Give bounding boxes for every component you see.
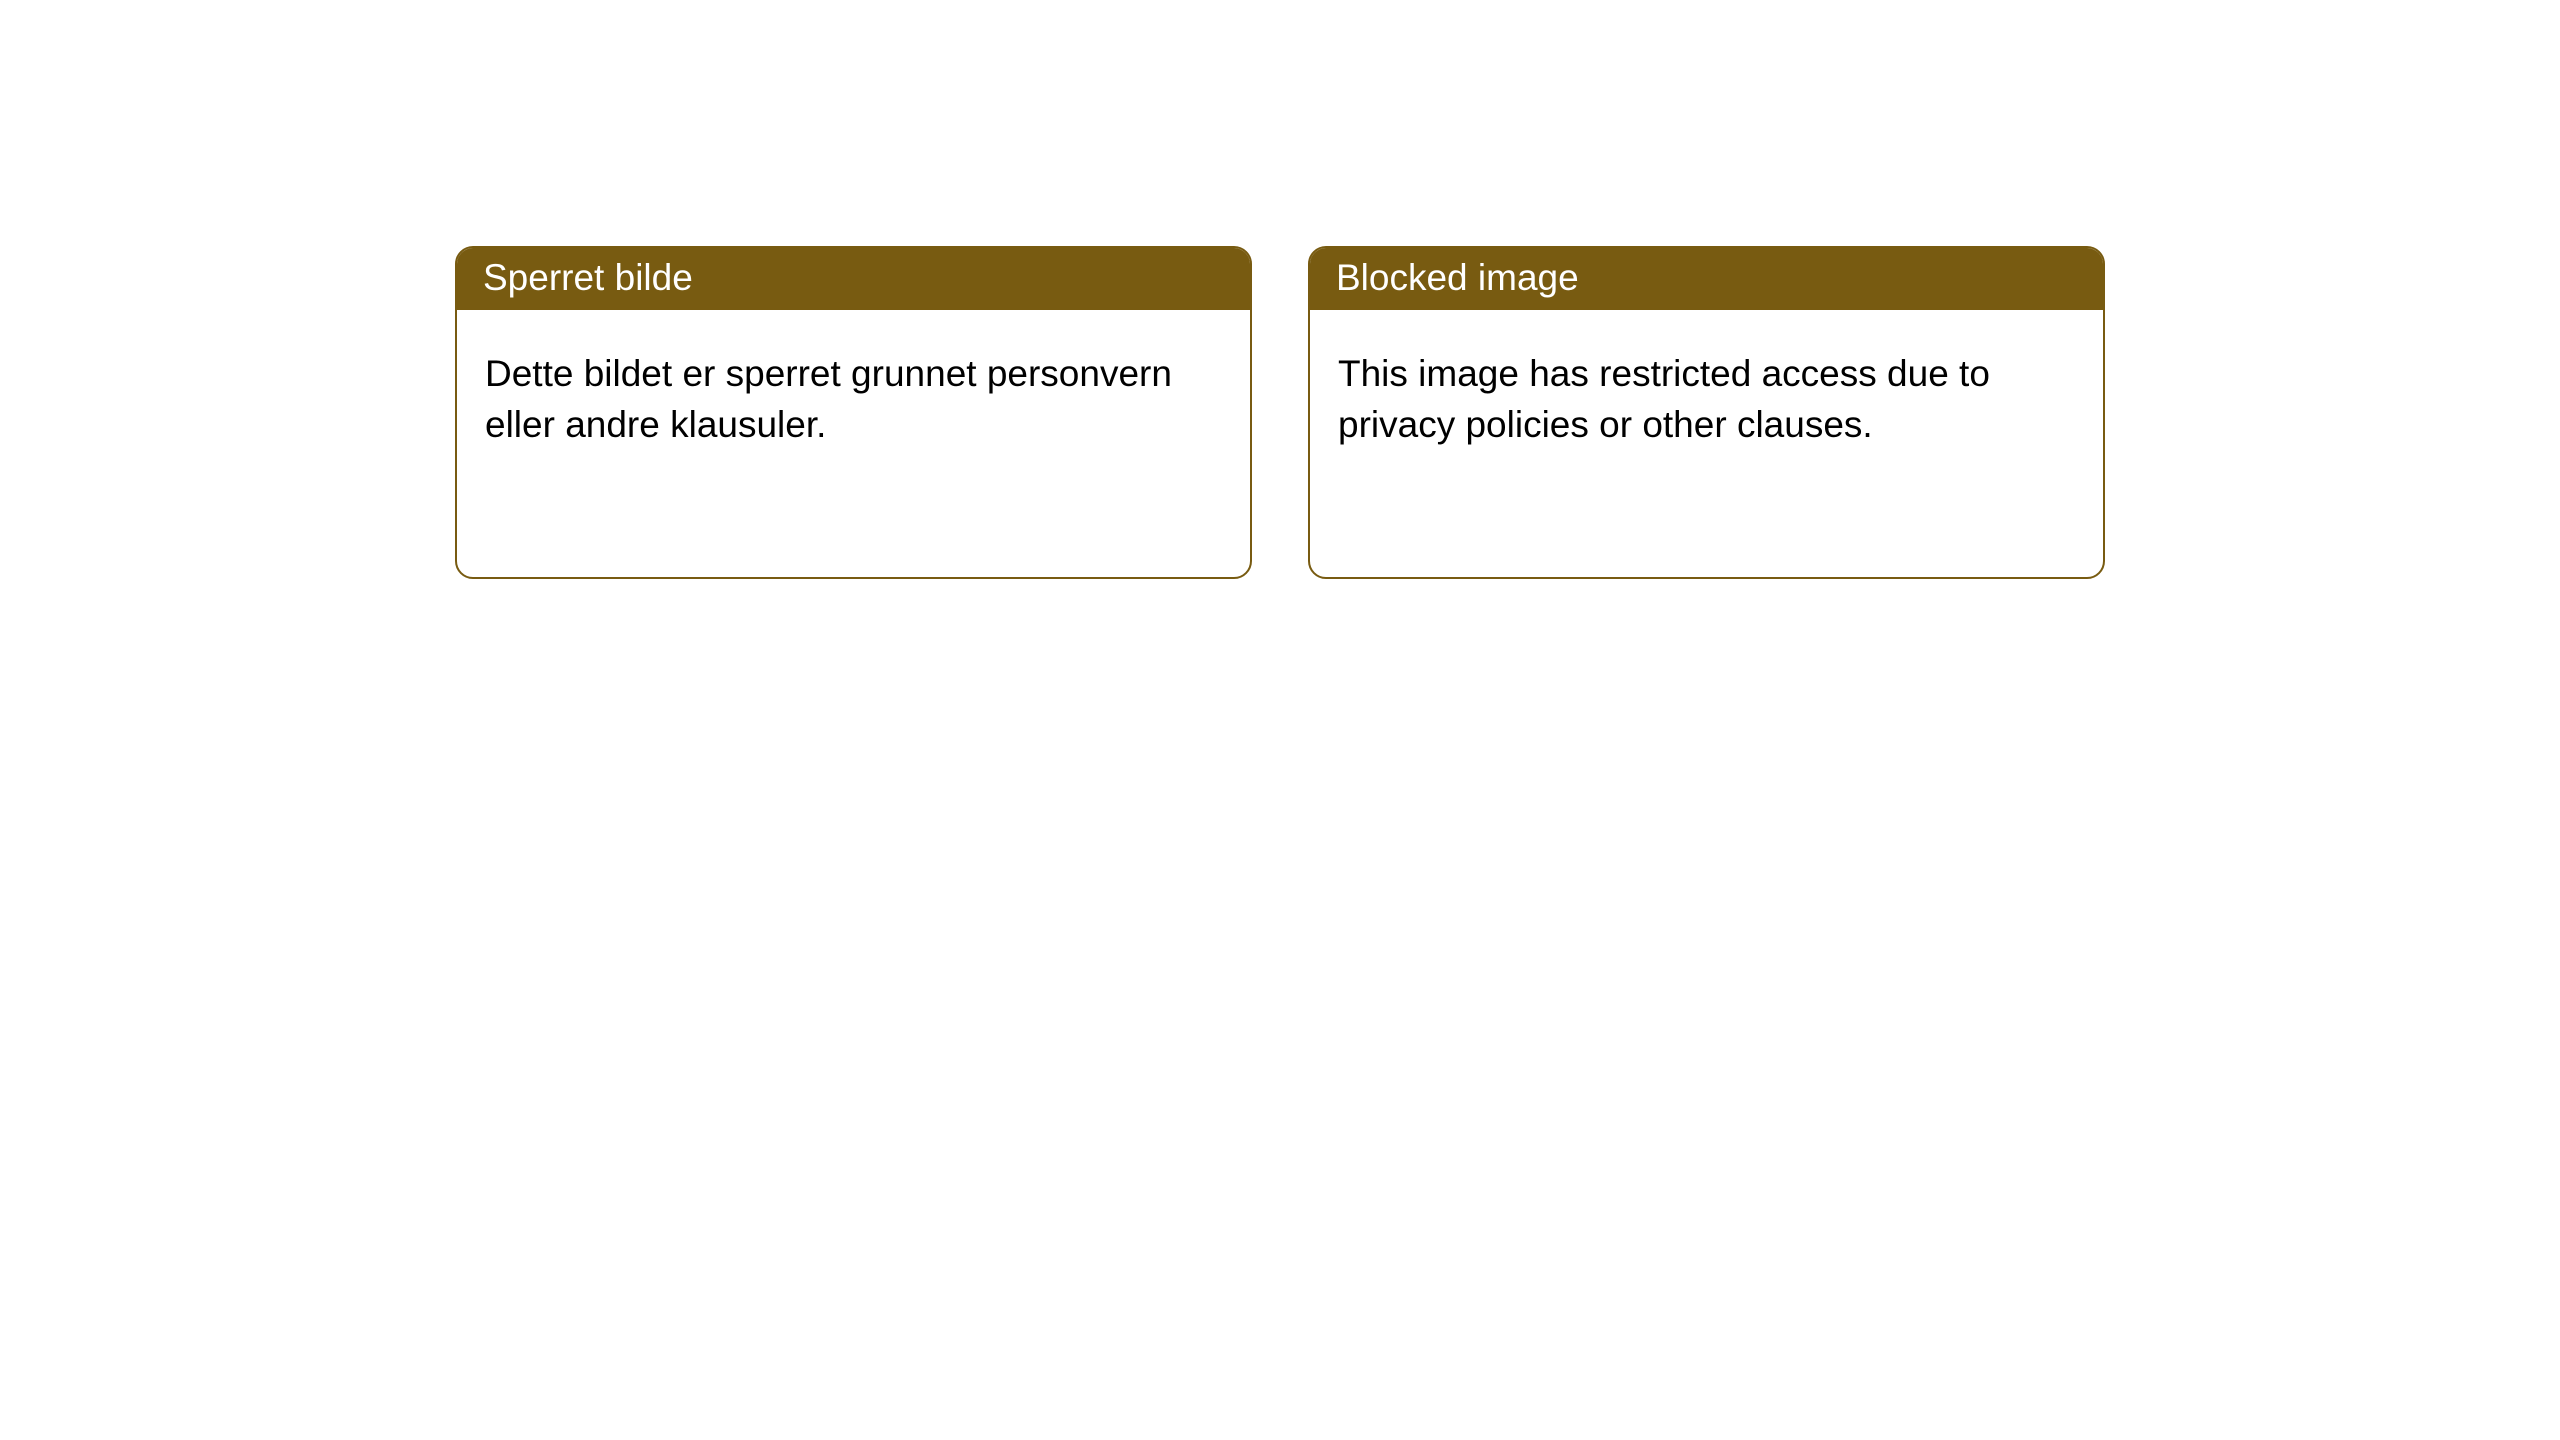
notice-body: Dette bildet er sperret grunnet personve… (457, 310, 1250, 450)
notice-body: This image has restricted access due to … (1310, 310, 2103, 450)
notice-title: Sperret bilde (457, 248, 1250, 310)
notice-card-english: Blocked image This image has restricted … (1308, 246, 2105, 579)
notice-row: Sperret bilde Dette bildet er sperret gr… (455, 246, 2105, 579)
notice-title: Blocked image (1310, 248, 2103, 310)
notice-card-norwegian: Sperret bilde Dette bildet er sperret gr… (455, 246, 1252, 579)
